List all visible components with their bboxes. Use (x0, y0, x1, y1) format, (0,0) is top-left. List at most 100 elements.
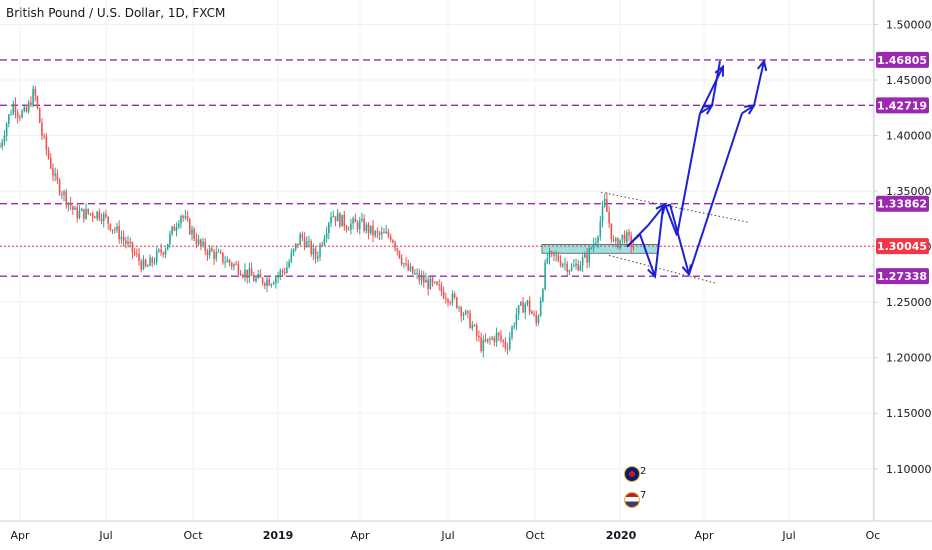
candle-body (120, 236, 123, 240)
candle-body (381, 232, 383, 235)
candle-body (334, 216, 337, 222)
candle-body (486, 338, 489, 342)
candle-body (347, 229, 350, 231)
candle-body (305, 241, 308, 248)
candle-body (290, 253, 293, 262)
candle-body (341, 214, 343, 227)
candle-body (542, 289, 544, 301)
candle-body (164, 249, 167, 255)
candle-body (204, 241, 207, 252)
candle-body (372, 225, 374, 236)
candle-body (623, 234, 626, 243)
candle-body (118, 226, 120, 240)
candle-body (83, 208, 85, 219)
candle-body (244, 269, 246, 276)
candle-body (328, 223, 330, 233)
time-tick-label: Oct (525, 529, 545, 542)
candle-body (259, 273, 262, 278)
candle-body (462, 314, 465, 316)
candle-body (308, 241, 310, 243)
candle-body (226, 259, 229, 263)
candle-body (297, 243, 299, 246)
time-tick-label: Jul (440, 529, 454, 542)
candle-body (14, 103, 17, 113)
candle-body (206, 251, 209, 256)
candle-body (5, 123, 8, 136)
candle-body (169, 233, 171, 244)
candle-body (522, 302, 524, 313)
candle-body (102, 213, 105, 222)
candle-body (467, 310, 469, 313)
candle-body (160, 249, 162, 253)
candle-body (365, 224, 368, 231)
projection-arrows (626, 58, 768, 279)
candle-body (489, 338, 491, 340)
candle-body (506, 348, 509, 350)
candle-body (147, 265, 149, 267)
level-label: 1.30045 (876, 238, 929, 255)
candle-body (396, 248, 399, 251)
candle-body (49, 158, 52, 169)
candle-body (96, 211, 98, 219)
candle-body (292, 248, 295, 254)
candle-body (250, 268, 253, 276)
candle-body (339, 213, 341, 227)
candle-body (89, 213, 92, 215)
candle-body (58, 180, 61, 194)
candle-body (420, 276, 423, 281)
candle-body (429, 278, 432, 290)
candle-body (60, 193, 63, 195)
candle-body (197, 239, 200, 245)
candle-body (553, 252, 555, 256)
candle-body (325, 232, 328, 239)
level-label-text: 1.27338 (877, 270, 927, 283)
candle-body (528, 300, 531, 312)
candle-body (557, 255, 560, 261)
channel-top (600, 191, 749, 223)
price-tick-label: 1.10000 (886, 463, 932, 476)
candle-body (286, 267, 288, 273)
candle-body (237, 264, 240, 275)
candle-body (378, 232, 381, 235)
candle-body (484, 339, 487, 342)
level-label-text: 1.30045 (877, 240, 927, 253)
candle-body (548, 251, 551, 259)
candle-body (427, 279, 429, 290)
candle-body (445, 298, 447, 300)
level-lines (0, 59, 874, 277)
candle-body (19, 117, 21, 119)
candle-body (180, 216, 182, 224)
candle-body (241, 275, 244, 277)
candle-body (131, 242, 134, 253)
candle-body (314, 248, 317, 259)
candle-body (195, 238, 198, 245)
candle-body (330, 216, 332, 224)
candle-body (619, 239, 621, 248)
candle-body (211, 248, 213, 252)
candle-body (513, 325, 516, 327)
candle-body (248, 268, 251, 279)
candle-body (425, 279, 427, 283)
candle-body (34, 88, 37, 97)
candle-body (546, 258, 549, 263)
candle-body (182, 216, 184, 218)
candle-body (361, 218, 363, 221)
candle-body (288, 261, 290, 268)
projection-segment (639, 234, 656, 277)
candle-body (175, 227, 178, 231)
candle-body (573, 265, 575, 267)
candle-body (515, 314, 518, 326)
candle-body (495, 332, 498, 342)
candle-body (217, 251, 220, 253)
candle-body (451, 293, 454, 303)
uk-flag-icon[interactable] (624, 466, 640, 482)
candle-body (411, 266, 414, 274)
time-tick-label: Apr (10, 529, 30, 542)
candle-body (453, 293, 456, 298)
candle-body (471, 325, 474, 329)
candle-body (233, 264, 235, 267)
candle-body (317, 256, 319, 259)
us-flag-icon[interactable] (624, 492, 640, 508)
time-tick-label: Jul (781, 529, 795, 542)
